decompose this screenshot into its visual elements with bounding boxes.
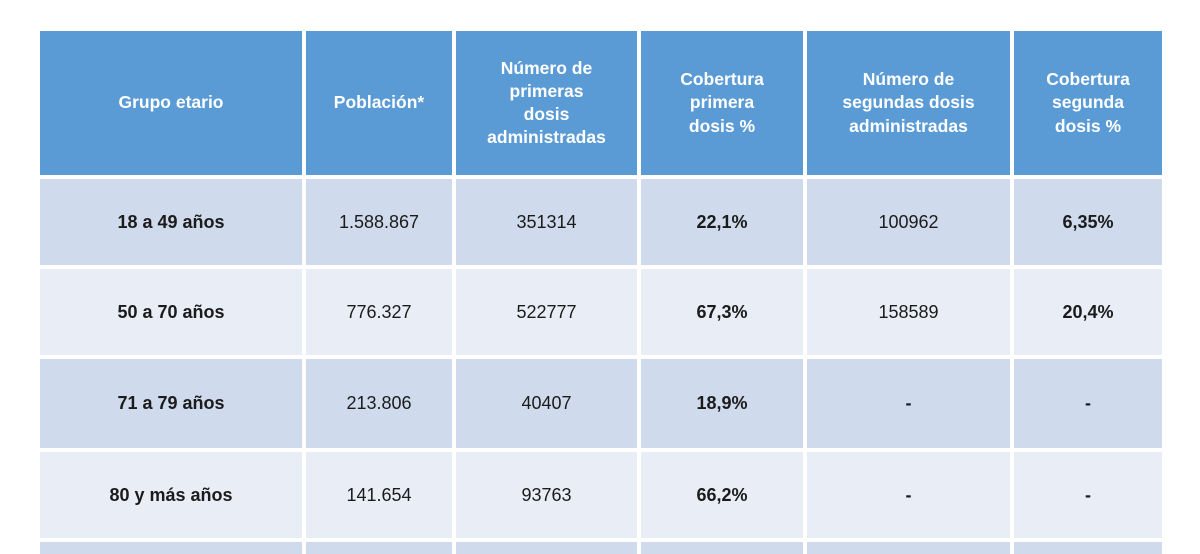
cell-primeras-dosis-71-79: 40407: [456, 359, 637, 448]
row-label-80-mas: 80 y más años: [40, 452, 302, 538]
cell-cobertura-segunda-50-70: 20,4%: [1014, 269, 1162, 355]
cell-poblacion-18-49: 1.588.867: [306, 179, 452, 265]
cell-cobertura-segunda-18-49: 6,35%: [1014, 179, 1162, 265]
row-label-50-70: 50 a 70 años: [40, 269, 302, 355]
cell-poblacion-50-70: 776.327: [306, 269, 452, 355]
cell-cobertura-primera-18-49: 22,1%: [641, 179, 803, 265]
column-header-primeras-dosis: Número de primeras dosis administradas: [456, 31, 637, 175]
cell-poblacion-80-mas: 141.654: [306, 452, 452, 538]
cell-segundas-dosis-18-49: 100962: [807, 179, 1010, 265]
cell-segundas-dosis-50-70: 158589: [807, 269, 1010, 355]
partial-row-cell: [641, 542, 803, 554]
cell-segundas-dosis-71-79: -: [807, 359, 1010, 448]
column-header-cobertura-segunda: Cobertura segunda dosis %: [1014, 31, 1162, 175]
vaccination-coverage-table: Grupo etario Población* Número de primer…: [40, 31, 1162, 554]
cell-cobertura-primera-80-mas: 66,2%: [641, 452, 803, 538]
row-label-71-79: 71 a 79 años: [40, 359, 302, 448]
cell-cobertura-primera-71-79: 18,9%: [641, 359, 803, 448]
column-header-cobertura-primera: Cobertura primera dosis %: [641, 31, 803, 175]
partial-row-cell: [807, 542, 1010, 554]
partial-row-cell: [306, 542, 452, 554]
column-header-grupo-etario: Grupo etario: [40, 31, 302, 175]
column-header-poblacion: Población*: [306, 31, 452, 175]
column-header-segundas-dosis: Número de segundas dosis administradas: [807, 31, 1010, 175]
cell-cobertura-primera-50-70: 67,3%: [641, 269, 803, 355]
row-label-18-49: 18 a 49 años: [40, 179, 302, 265]
cell-primeras-dosis-18-49: 351314: [456, 179, 637, 265]
cell-cobertura-segunda-71-79: -: [1014, 359, 1162, 448]
partial-row-cell: [40, 542, 302, 554]
cell-cobertura-segunda-80-mas: -: [1014, 452, 1162, 538]
partial-row-cell: [456, 542, 637, 554]
cell-primeras-dosis-50-70: 522777: [456, 269, 637, 355]
cell-poblacion-71-79: 213.806: [306, 359, 452, 448]
table-grid: Grupo etario Población* Número de primer…: [40, 31, 1162, 554]
partial-row-cell: [1014, 542, 1162, 554]
cell-primeras-dosis-80-mas: 93763: [456, 452, 637, 538]
cell-segundas-dosis-80-mas: -: [807, 452, 1010, 538]
